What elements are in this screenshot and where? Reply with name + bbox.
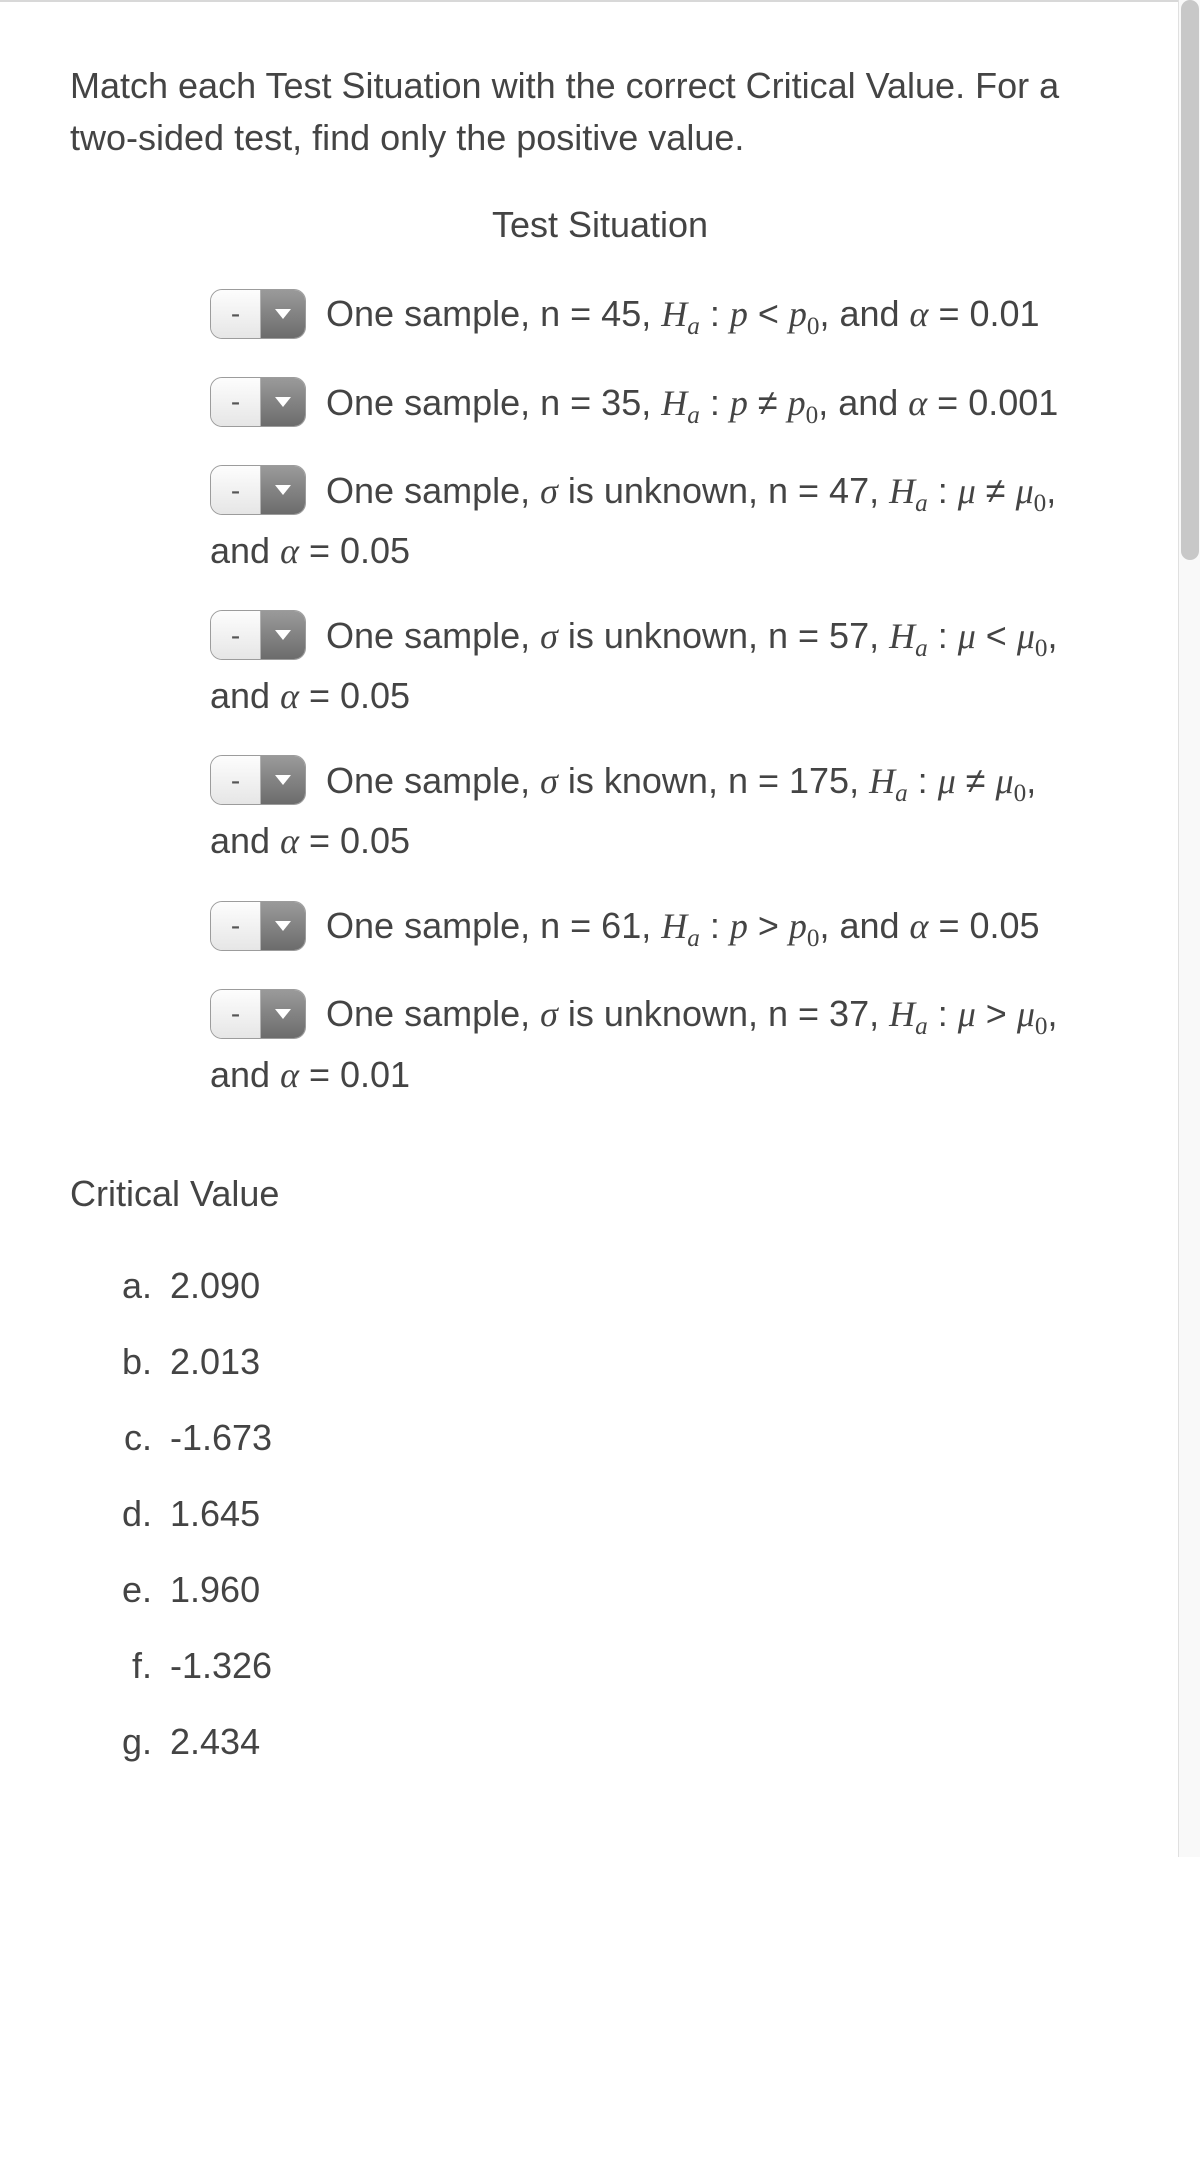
situation-2-text: One sample, n = 35, Ha : p ≠ p0, and α =…: [326, 382, 1058, 423]
scrollbar-thumb[interactable]: [1181, 0, 1199, 560]
situation-5: - One sample, σ is known, n = 175, Ha : …: [210, 753, 1090, 870]
situation-1-text: One sample, n = 45, Ha : p < p0, and α =…: [326, 293, 1040, 334]
dropdown-situation-4[interactable]: -: [210, 610, 306, 660]
situation-6-text: One sample, n = 61, Ha : p > p0, and α =…: [326, 905, 1040, 946]
situation-7-text: One sample, σ is unknown, n = 37, Ha : μ…: [210, 993, 1058, 1094]
situation-4: - One sample, σ is unknown, n = 57, Ha :…: [210, 608, 1090, 725]
situation-3-text: One sample, σ is unknown, n = 47, Ha : μ…: [210, 470, 1056, 571]
chevron-down-icon: [261, 990, 305, 1038]
answer-c: c. -1.673: [110, 1417, 1130, 1459]
situation-7: - One sample, σ is unknown, n = 37, Ha :…: [210, 986, 1090, 1103]
answer-value: 1.960: [170, 1569, 260, 1611]
answer-g: g. 2.434: [110, 1721, 1130, 1763]
instructions-text: Match each Test Situation with the corre…: [70, 60, 1130, 164]
chevron-down-icon: [261, 902, 305, 950]
answer-b: b. 2.013: [110, 1341, 1130, 1383]
test-situation-heading: Test Situation: [70, 204, 1130, 246]
answer-value: -1.673: [170, 1417, 272, 1459]
dropdown-value: -: [211, 902, 261, 950]
situation-6: - One sample, n = 61, Ha : p > p0, and α…: [210, 898, 1090, 958]
dropdown-situation-6[interactable]: -: [210, 901, 306, 951]
answer-letter: d.: [110, 1493, 170, 1535]
situation-1: - One sample, n = 45, Ha : p < p0, and α…: [210, 286, 1090, 346]
scrollbar-track[interactable]: [1178, 0, 1200, 1857]
answer-letter: b.: [110, 1341, 170, 1383]
dropdown-situation-7[interactable]: -: [210, 989, 306, 1039]
situation-2: - One sample, n = 35, Ha : p ≠ p0, and α…: [210, 375, 1090, 435]
answers-list: a. 2.090 b. 2.013 c. -1.673 d. 1.645 e. …: [110, 1265, 1130, 1763]
top-border: [0, 0, 1200, 2]
situations-list: - One sample, n = 45, Ha : p < p0, and α…: [210, 286, 1090, 1103]
answer-letter: f.: [110, 1645, 170, 1687]
critical-value-heading: Critical Value: [70, 1173, 1130, 1215]
chevron-down-icon: [261, 466, 305, 514]
dropdown-value: -: [211, 466, 261, 514]
answer-a: a. 2.090: [110, 1265, 1130, 1307]
answer-value: 2.013: [170, 1341, 260, 1383]
answer-value: 1.645: [170, 1493, 260, 1535]
dropdown-value: -: [211, 990, 261, 1038]
chevron-down-icon: [261, 378, 305, 426]
answer-letter: c.: [110, 1417, 170, 1459]
answer-letter: e.: [110, 1569, 170, 1611]
answer-value: 2.090: [170, 1265, 260, 1307]
dropdown-situation-3[interactable]: -: [210, 465, 306, 515]
dropdown-value: -: [211, 611, 261, 659]
answer-letter: a.: [110, 1265, 170, 1307]
answer-value: 2.434: [170, 1721, 260, 1763]
chevron-down-icon: [261, 756, 305, 804]
situation-5-text: One sample, σ is known, n = 175, Ha : μ …: [210, 760, 1036, 861]
situation-4-text: One sample, σ is unknown, n = 57, Ha : μ…: [210, 615, 1058, 716]
answer-e: e. 1.960: [110, 1569, 1130, 1611]
dropdown-situation-2[interactable]: -: [210, 377, 306, 427]
situation-3: - One sample, σ is unknown, n = 47, Ha :…: [210, 463, 1090, 580]
dropdown-value: -: [211, 378, 261, 426]
chevron-down-icon: [261, 611, 305, 659]
answer-letter: g.: [110, 1721, 170, 1763]
dropdown-situation-1[interactable]: -: [210, 289, 306, 339]
dropdown-situation-5[interactable]: -: [210, 755, 306, 805]
dropdown-value: -: [211, 290, 261, 338]
answer-d: d. 1.645: [110, 1493, 1130, 1535]
dropdown-value: -: [211, 756, 261, 804]
answer-value: -1.326: [170, 1645, 272, 1687]
answer-f: f. -1.326: [110, 1645, 1130, 1687]
chevron-down-icon: [261, 290, 305, 338]
